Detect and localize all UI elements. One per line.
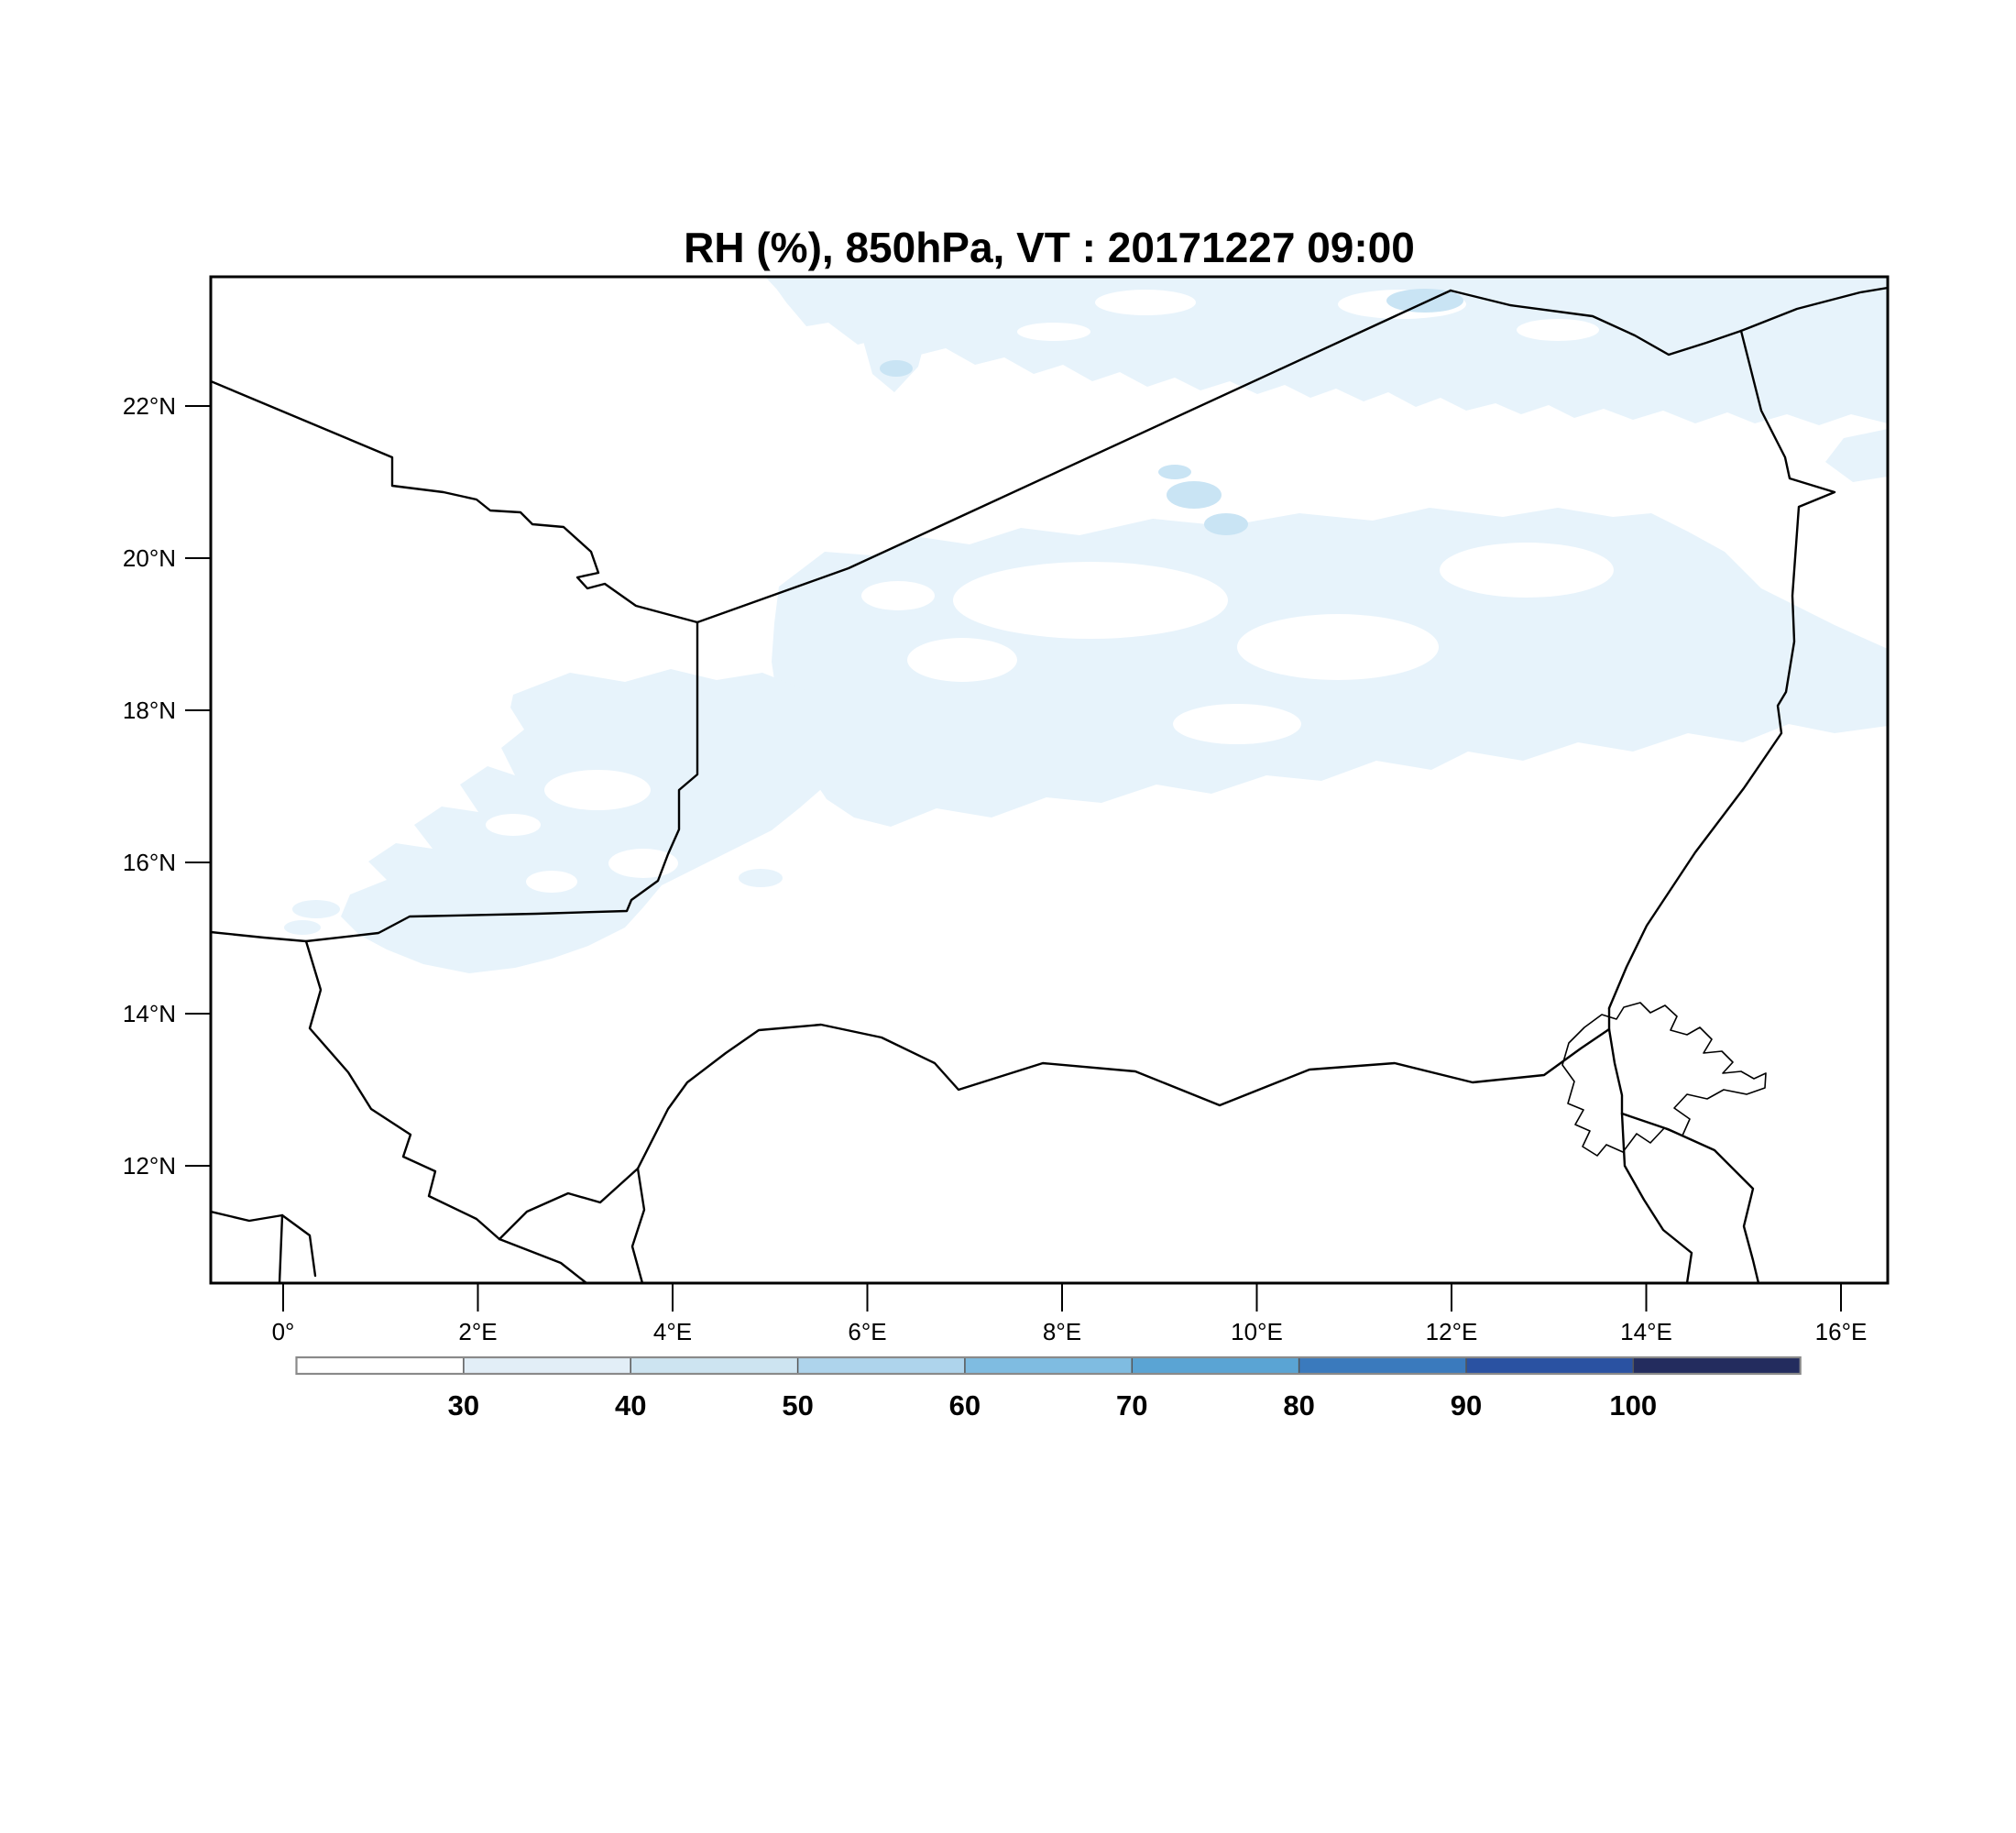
lon-tick-label: 14°E: [1620, 1318, 1672, 1345]
colorbar: 30 40 50 60 70 80 90 100: [295, 1356, 1802, 1421]
latitude-axis: 22°N 20°N 18°N 16°N 14°N 12°N: [123, 392, 211, 1180]
longitude-axis: 0° 2°E 4°E 6°E 8°E 10°E 12°E 14°E 16°E: [272, 1283, 1868, 1345]
border-mali-niger: [211, 620, 699, 943]
lat-tick-label: 16°N: [123, 849, 176, 876]
colorbar-tick-label: 40: [615, 1389, 646, 1421]
colorbar-tick-label: 30: [448, 1389, 479, 1421]
colorbar-segment: [1132, 1357, 1299, 1374]
border-chad-cameroon: [1620, 1112, 1760, 1283]
colorbar-segment: [463, 1357, 631, 1374]
shade-north-band: [765, 277, 1888, 425]
colorbar-segment: [797, 1357, 965, 1374]
border-through-lake-chad: [1607, 1006, 1624, 1115]
colorbar-segment: [964, 1357, 1133, 1374]
lat-tick-label: 18°N: [123, 697, 176, 724]
lon-tick-label: 10°E: [1231, 1318, 1283, 1345]
colorbar-tick-label: 80: [1283, 1389, 1314, 1421]
shade-small-spot: [739, 869, 783, 887]
shade-west-patch: [341, 669, 872, 973]
lon-tick-label: 2°E: [458, 1318, 497, 1345]
colorbar-segment: [630, 1357, 798, 1374]
colorbar-segment: [1466, 1357, 1634, 1374]
lon-tick-label: 8°E: [1043, 1318, 1081, 1345]
colorbar-tick-label: 60: [949, 1389, 981, 1421]
border-algeria-mali: [211, 379, 699, 624]
lat-tick-label: 14°N: [123, 1000, 176, 1027]
lon-tick-label: 4°E: [653, 1318, 692, 1345]
shade-topleft-patch: [838, 277, 973, 392]
border-niger-benin: [498, 1167, 640, 1241]
colorbar-tick-label: 90: [1451, 1389, 1482, 1421]
colorbar-segment-dividers: [463, 1357, 1635, 1374]
border-niger-chad: [1607, 329, 1836, 1010]
lon-tick-label: 0°: [272, 1318, 295, 1345]
colorbar-tick-label: 70: [1116, 1389, 1147, 1421]
country-borders: [211, 286, 1888, 1283]
border-libya-chad: [1739, 286, 1888, 333]
border-niger-nigeria: [636, 1023, 1611, 1170]
lon-tick-label: 16°E: [1815, 1318, 1868, 1345]
border-algeria-niger: [696, 289, 1452, 624]
map-frame: [209, 275, 1890, 1285]
lake-chad-outline: [1561, 1002, 1767, 1157]
page-title: RH (%), 850hPa, VT : 20171227 09:00: [684, 224, 1415, 271]
map-area: [211, 277, 1888, 1283]
colorbar-tick-label: 100: [1609, 1389, 1657, 1421]
colorbar-frame: [295, 1356, 1802, 1376]
colorbar-segment: [296, 1357, 464, 1374]
lat-tick-label: 20°N: [123, 544, 176, 572]
lat-tick-label: 12°N: [123, 1152, 176, 1180]
border-burkina-niger: [304, 939, 501, 1241]
colorbar-segment: [1298, 1357, 1466, 1374]
lon-tick-label: 6°E: [848, 1318, 886, 1345]
shade-right-edge-patch: [1825, 429, 1888, 482]
border-libya-niger: [1449, 289, 1743, 357]
lon-tick-label: 12°E: [1426, 1318, 1478, 1345]
colorbar-segment: [1633, 1357, 1801, 1374]
colorbar-tick-label: 50: [782, 1389, 813, 1421]
lat-tick-label: 22°N: [123, 392, 176, 420]
border-burkina-benin: [498, 1237, 588, 1283]
border-benin-nigeria: [630, 1167, 646, 1283]
border-togo-benin: [278, 1213, 284, 1283]
border-nigeria-cameroon: [1620, 1112, 1693, 1283]
